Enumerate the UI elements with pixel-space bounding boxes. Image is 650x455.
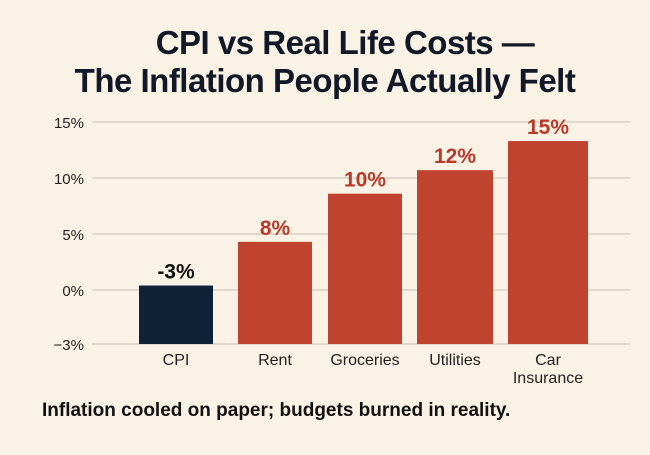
chart-subtitle: The Inflation People Actually Felt (74, 62, 576, 99)
y-tick-label: −3% (54, 337, 84, 354)
x-tick-label: Car Insurance (513, 352, 583, 387)
x-tick-label: Groceries (330, 352, 399, 369)
bar-cpi (139, 285, 213, 344)
chart-title: CPI vs Real Life Costs — (155, 24, 535, 61)
bar-utilities (417, 170, 493, 344)
x-tick-label: Rent (258, 352, 292, 369)
data-label: 12% (434, 145, 476, 168)
x-tick-label: Utilities (429, 352, 481, 369)
bar-rent (238, 241, 312, 344)
y-tick-label: 5% (62, 227, 84, 244)
y-tick-label: 10% (54, 171, 84, 188)
y-tick-label: 15% (54, 115, 84, 132)
data-label: 8% (260, 217, 291, 240)
bar-car (508, 141, 588, 344)
x-tick-label: CPI (163, 352, 190, 369)
chart-caption: Inflation cooled on paper; budgets burne… (42, 400, 511, 421)
data-label: 15% (527, 116, 569, 139)
data-label: -3% (157, 261, 195, 284)
data-label: 10% (344, 169, 386, 192)
bar-groceries (328, 193, 402, 344)
y-tick-label: 0% (62, 283, 84, 300)
